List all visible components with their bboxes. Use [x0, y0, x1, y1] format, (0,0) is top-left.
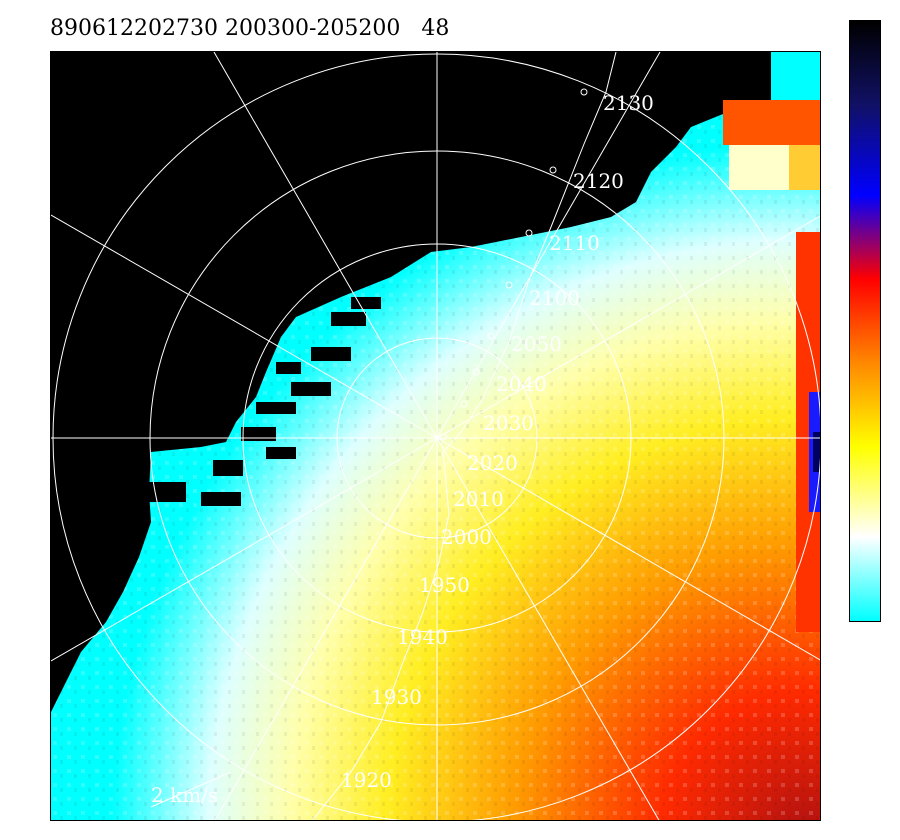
track-label-2110: 2110 — [549, 231, 600, 255]
polar-map: 2130 2120 2110 2100 2050 2040 2030 2020 … — [51, 52, 820, 820]
track-label-1950: 1950 — [419, 573, 470, 597]
track-label-2050: 2050 — [511, 332, 562, 356]
track-label-2010: 2010 — [453, 487, 504, 511]
scale-arrow — [150, 771, 232, 808]
track-label-2000: 2000 — [441, 525, 492, 549]
polar-grid — [51, 52, 820, 820]
track-label-2030: 2030 — [483, 411, 534, 435]
track-label-1920: 1920 — [341, 768, 392, 792]
track-label-1940: 1940 — [397, 625, 448, 649]
track-label-2100: 2100 — [529, 286, 580, 310]
map-header-title: 890612202730 200300-205200 48 — [50, 16, 450, 41]
edge-color-block — [723, 52, 820, 632]
track-label-2130: 2130 — [603, 91, 654, 115]
data-gap-patches — [146, 297, 381, 506]
track-line — [311, 52, 617, 820]
track-markers — [439, 88, 588, 441]
polar-map-panel: 2130 2120 2110 2100 2050 2040 2030 2020 … — [50, 51, 821, 821]
scale-label: 2 km/s — [151, 783, 218, 807]
track-label-2040: 2040 — [496, 372, 547, 396]
track-time-labels: 2130 2120 2110 2100 2050 2040 2030 2020 … — [341, 91, 654, 792]
track-label-2120: 2120 — [573, 169, 624, 193]
velocity-scale: 2 km/s — [150, 771, 232, 808]
track-label-2020: 2020 — [467, 451, 518, 475]
color-scale-bar — [849, 20, 881, 622]
track-label-1930: 1930 — [371, 685, 422, 709]
